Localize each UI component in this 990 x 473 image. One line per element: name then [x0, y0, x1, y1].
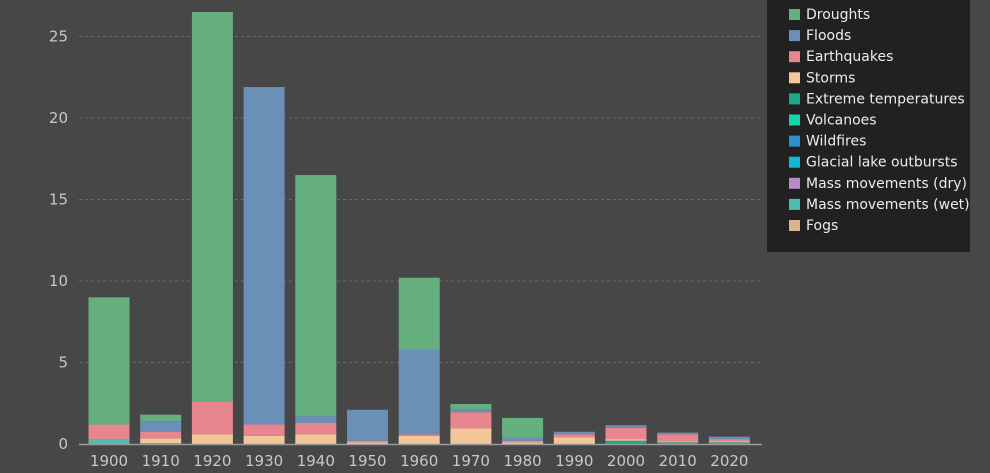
bar-segment[interactable] — [140, 438, 182, 444]
bar-segment[interactable] — [502, 440, 544, 443]
legend-swatch[interactable] — [789, 51, 800, 63]
legend-swatch[interactable] — [789, 177, 800, 189]
legend-swatch[interactable] — [789, 156, 800, 168]
x-tick-label: 1970 — [452, 452, 490, 470]
bar-segment[interactable] — [398, 435, 440, 444]
legend-swatch[interactable] — [789, 114, 800, 126]
bar-segment[interactable] — [708, 436, 750, 440]
legend-label[interactable]: Glacial lake outbursts — [806, 155, 957, 171]
bar-segment[interactable] — [450, 408, 492, 413]
bar-segment[interactable] — [347, 409, 388, 441]
axes: 0 5 10 15 20 25 1900 1910 1920 1930 1940 1950 1960 19… — [49, 28, 762, 470]
y-tick-label: 20 — [49, 109, 68, 127]
bar-segment[interactable] — [140, 431, 182, 439]
bar-segment[interactable] — [657, 434, 699, 442]
x-tick-label: 1920 — [193, 452, 231, 470]
bar-segment[interactable] — [657, 441, 699, 443]
x-tick-label: 2010 — [659, 452, 697, 470]
x-tick-label: 1960 — [400, 452, 438, 470]
bar-segment[interactable] — [553, 431, 595, 435]
bars — [88, 12, 750, 444]
bar-segment[interactable] — [657, 442, 699, 444]
x-tick-label: 1990 — [555, 452, 593, 470]
bar-segment[interactable] — [88, 439, 130, 444]
bar-segment[interactable] — [450, 404, 492, 409]
bar-segment[interactable] — [191, 12, 233, 402]
y-tick-label: 10 — [49, 272, 68, 290]
x-tick-label: 1950 — [348, 452, 386, 470]
legend-label[interactable]: Volcanoes — [806, 113, 877, 129]
bar-segment[interactable] — [243, 87, 285, 425]
bar-segment[interactable] — [88, 424, 130, 440]
bar-segment[interactable] — [605, 427, 647, 440]
legend-label[interactable]: Droughts — [806, 7, 870, 23]
legend-swatch[interactable] — [789, 72, 800, 84]
legend-label[interactable]: Wildfires — [806, 134, 866, 150]
bar-segment[interactable] — [295, 175, 337, 417]
legend-label[interactable]: Mass movements (wet) — [806, 197, 970, 213]
bar-segment[interactable] — [347, 440, 388, 443]
x-tick-label: 2020 — [710, 452, 748, 470]
x-tick-label: 1980 — [504, 452, 542, 470]
y-tick-label: 25 — [49, 28, 68, 46]
bar-segment[interactable] — [708, 441, 750, 443]
legend-label[interactable]: Extreme temperatures — [806, 91, 965, 107]
bar-segment[interactable] — [243, 424, 285, 436]
bar-segment[interactable] — [398, 277, 440, 350]
bar-segment[interactable] — [450, 412, 492, 429]
y-tick-label: 5 — [58, 354, 68, 372]
bar-segment[interactable] — [605, 425, 647, 427]
bar-segment[interactable] — [347, 442, 388, 444]
legend-box — [767, 0, 970, 252]
x-tick-label: 1900 — [90, 452, 128, 470]
bar-segment[interactable] — [140, 421, 182, 432]
bar-segment[interactable] — [708, 442, 750, 444]
bar-segment[interactable] — [295, 422, 337, 435]
bar-segment[interactable] — [605, 440, 647, 444]
legend-swatch[interactable] — [789, 30, 800, 42]
bar-segment[interactable] — [553, 437, 595, 444]
bar-segment[interactable] — [398, 349, 440, 435]
bar-segment[interactable] — [295, 434, 337, 444]
bar-segment[interactable] — [191, 401, 233, 435]
legend-label[interactable]: Earthquakes — [806, 49, 893, 65]
bar-segment[interactable] — [708, 439, 750, 442]
bar-segment[interactable] — [295, 416, 337, 423]
legend-swatch[interactable] — [789, 135, 800, 147]
y-tick-label: 0 — [58, 435, 68, 453]
legend-label[interactable]: Floods — [806, 28, 851, 44]
legend[interactable]: Droughts Floods Earthquakes Storms Extreme t… — [767, 0, 970, 252]
bar-segment[interactable] — [398, 434, 440, 436]
legend-label[interactable]: Storms — [806, 70, 855, 86]
y-tick-label: 15 — [49, 191, 68, 209]
legend-swatch[interactable] — [789, 198, 800, 210]
bar-segment[interactable] — [657, 432, 699, 435]
bar-segment[interactable] — [502, 417, 544, 438]
bar-segment[interactable] — [243, 435, 285, 444]
legend-swatch[interactable] — [789, 9, 800, 20]
x-tick-label: 1940 — [297, 452, 335, 470]
legend-swatch[interactable] — [789, 220, 800, 231]
bar-segment[interactable] — [605, 439, 647, 441]
x-tick-label: 1930 — [245, 452, 283, 470]
bar-segment[interactable] — [450, 428, 492, 444]
bar-segment[interactable] — [605, 426, 647, 428]
bar-segment[interactable] — [502, 437, 544, 441]
bar-segment[interactable] — [140, 443, 182, 444]
bar-segment[interactable] — [191, 434, 233, 444]
legend-swatch[interactable] — [789, 93, 800, 105]
legend-label[interactable]: Mass movements (dry) — [806, 176, 967, 192]
x-tick-label: 1910 — [142, 452, 180, 470]
bar-segment[interactable] — [553, 434, 595, 438]
bar-segment[interactable] — [88, 297, 130, 425]
bar-segment[interactable] — [502, 442, 544, 444]
x-tick-label: 2000 — [607, 452, 645, 470]
legend-label[interactable]: Fogs — [806, 218, 838, 234]
bar-segment[interactable] — [140, 414, 182, 422]
